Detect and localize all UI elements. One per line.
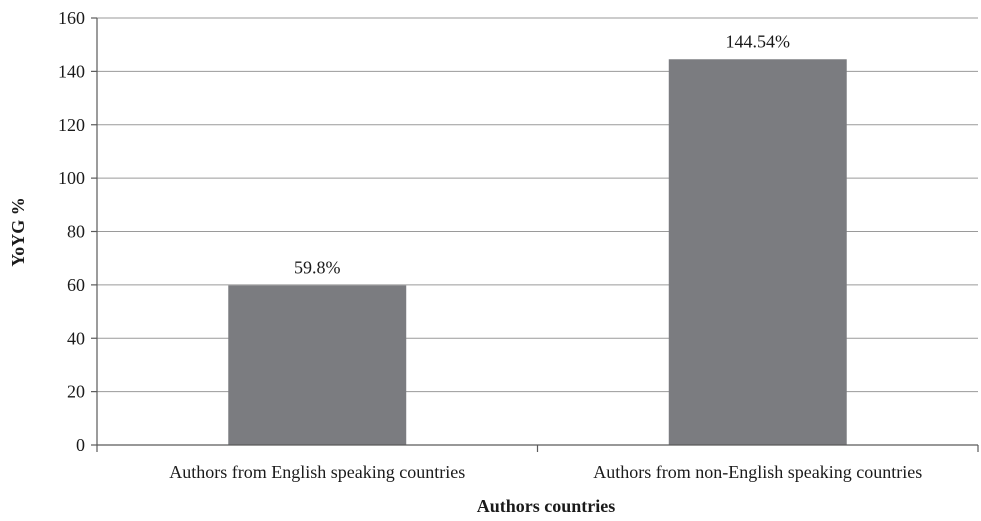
y-tick-labels: 0 20 40 60 80 100 120 140 160 xyxy=(58,8,97,455)
y-tick-label: 100 xyxy=(58,168,85,188)
y-tick-label: 0 xyxy=(76,435,85,455)
bar xyxy=(668,59,847,445)
y-tick-label: 120 xyxy=(58,115,85,135)
y-tick-label: 20 xyxy=(67,382,85,402)
x-axis-title: Authors countries xyxy=(477,496,616,516)
y-tick-label: 60 xyxy=(67,275,85,295)
y-tick-label: 80 xyxy=(67,222,85,242)
y-axis-title: YoYG % xyxy=(8,197,28,267)
x-tick-label: Authors from English speaking countries xyxy=(169,462,465,482)
data-labels: 59.8% 144.54% xyxy=(294,31,790,277)
x-tick-labels: Authors from English speaking countries A… xyxy=(96,445,979,482)
x-tick-label: Authors from non-English speaking countr… xyxy=(593,462,922,482)
bars xyxy=(228,59,847,445)
y-tick-label: 40 xyxy=(67,328,85,348)
data-label: 144.54% xyxy=(726,31,791,51)
y-tick-label: 140 xyxy=(58,61,85,81)
data-label: 59.8% xyxy=(294,257,341,277)
bar xyxy=(228,285,407,445)
y-tick-label: 160 xyxy=(58,8,85,28)
